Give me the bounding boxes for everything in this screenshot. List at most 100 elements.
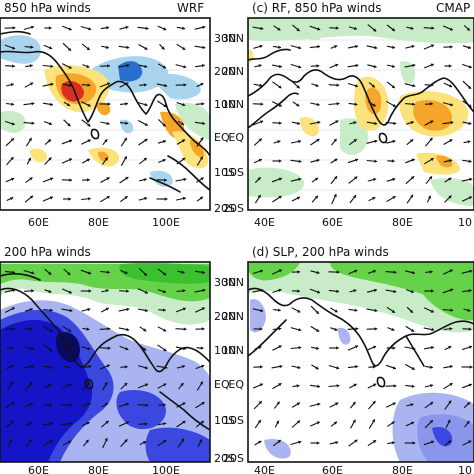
panel-b: 200 hPa winds 30N 20N 10N EQ 10S 20S 60E… [0, 245, 236, 474]
wind-vector-head [258, 440, 262, 444]
lat-tick: 30N [222, 276, 244, 289]
lon-tick: 60E [28, 216, 49, 229]
wind-vector-head [145, 26, 149, 30]
wind-vector-head [87, 346, 91, 351]
wind-vector-head [468, 289, 472, 293]
wind-vector-head [86, 382, 90, 386]
panel-a: 850 hPa winds WRF 30N 20N 10N EQ 10S 20S… [0, 1, 236, 229]
wind-vector-head [125, 25, 129, 30]
lon-tick: 40E [254, 464, 275, 474]
wind-vector-head [317, 27, 321, 31]
wind-vector-head [68, 197, 71, 201]
panel-c-lon-axis: 40E 60E 80E 10 [254, 216, 472, 229]
panel-d-frame [247, 261, 474, 463]
wind-vector-head [182, 289, 186, 293]
wind-vector-head [183, 83, 187, 87]
wind-vector-head [47, 139, 51, 143]
wind-vector-head [199, 381, 203, 385]
wind-vector-head [354, 102, 358, 106]
wind-vector-head [85, 439, 89, 443]
wind-vector-head [182, 365, 186, 369]
wind-vector-head [430, 440, 434, 444]
wind-vector-head [49, 365, 53, 370]
wind-vector-head [467, 140, 471, 144]
wind-vector-head [298, 159, 302, 163]
wind-vector-head [334, 327, 338, 331]
wind-vector-head [182, 307, 186, 311]
wind-vector-head [276, 401, 280, 405]
panel-d-lon-axis: 40E 60E 80E 10 [254, 464, 472, 474]
panel-c-frame [247, 17, 474, 211]
wind-vector-head [354, 439, 358, 443]
wind-vector-head [12, 26, 16, 30]
wind-vector-head [430, 309, 434, 313]
wind-vector-head [180, 122, 185, 125]
wind-vector-head [30, 327, 34, 331]
wind-vector-head [336, 270, 340, 274]
wind-vector-head [316, 441, 320, 445]
panel-b-lat-axis: 30N 20N 10N EQ 10S 20S [214, 276, 236, 465]
wind-vector-head [412, 441, 416, 445]
wind-vector-head [10, 157, 14, 161]
wind-vector-head [374, 308, 378, 313]
panel-c: (c) RF, 850 hPa winds CMAP 30N 20N 10N E… [222, 1, 474, 229]
lat-tick: 10N [222, 344, 244, 357]
wind-vector-head [391, 28, 395, 31]
wind-vector-head [372, 401, 376, 405]
wind-vector-head [278, 196, 282, 199]
wind-vector-head [163, 27, 167, 31]
wind-vector-head [10, 83, 14, 87]
wind-vector-head [124, 382, 128, 386]
wind-vector-head [411, 158, 415, 162]
wind-vector-head [69, 308, 73, 313]
wind-vector-head [466, 402, 470, 406]
wind-vector-head [430, 384, 434, 388]
wind-vector-head [467, 308, 471, 312]
wind-vector-head [354, 176, 358, 180]
wind-vector-head [430, 120, 434, 124]
wind-vector-head [374, 159, 378, 163]
wind-vector-head [315, 83, 319, 87]
wind-vector-head [105, 45, 109, 49]
wind-vector-head [447, 419, 451, 423]
wind-vector-head [69, 178, 72, 182]
wind-vector-head [88, 27, 92, 31]
wind-vector-head [181, 438, 184, 442]
wind-vector-head [31, 289, 34, 293]
wind-vector-head [30, 82, 34, 86]
wind-vector-head [202, 121, 206, 125]
wind-vector-head [126, 327, 130, 332]
wind-vector-head [11, 177, 15, 181]
wind-vector-head [448, 400, 452, 404]
wind-vector-head [88, 271, 92, 275]
wind-vector-head [317, 120, 321, 125]
wind-vector-head [49, 196, 53, 200]
wind-vector-head [296, 85, 300, 89]
wind-vector-head [450, 120, 454, 125]
wind-vector-head [278, 103, 282, 107]
wind-vector-head [278, 121, 282, 125]
wind-vector-head [259, 83, 263, 87]
wind-vector-head [296, 420, 300, 424]
wind-vector-head [68, 139, 73, 143]
wind-vector-head [68, 383, 72, 387]
wind-vector-head [449, 364, 453, 369]
wind-vector-head [28, 439, 32, 443]
wind-vector-head [316, 102, 320, 107]
wind-vector-head [260, 120, 264, 124]
wind-vector-head [296, 28, 300, 32]
wind-vector-head [298, 328, 302, 332]
lon-tick: 10 [458, 216, 472, 229]
wind-vector-head [163, 348, 167, 352]
wind-vector-head [374, 121, 378, 126]
wind-vector-head [431, 327, 435, 332]
wind-vector-head [48, 26, 52, 30]
wind-vector-head [373, 64, 377, 69]
panel-a-wind-vectors [4, 25, 206, 203]
wind-vector-head [411, 384, 415, 388]
wind-vector-head [334, 309, 338, 313]
wind-vector-head [201, 307, 205, 311]
wind-vector-head [10, 420, 14, 424]
wind-vector-head [200, 83, 204, 87]
wind-vector-head [104, 157, 108, 161]
